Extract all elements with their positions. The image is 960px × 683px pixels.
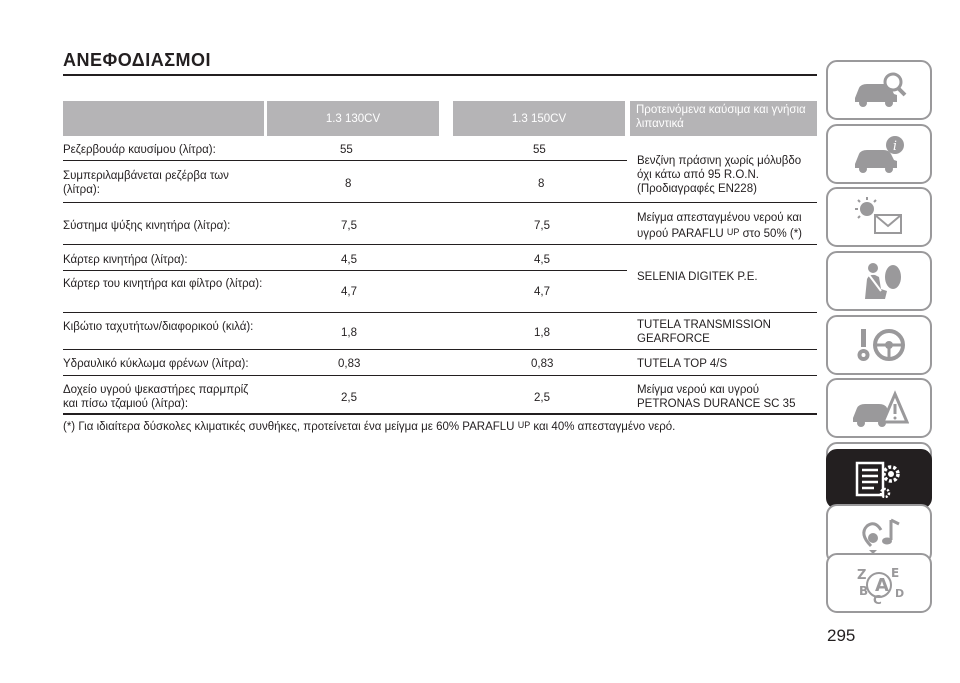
rec-washer: Μείγμα νερού και υγρού PETRONAS DURANCE …: [637, 384, 796, 410]
side-tab-starting-driving[interactable]: [826, 315, 932, 375]
row-value-130cv: 2,5: [341, 392, 357, 404]
car-warning-triangle-icon: [853, 390, 909, 427]
footnote-post: και 40% απεσταγμένο νερό.: [533, 421, 676, 433]
row-value-130cv: 0,83: [338, 358, 361, 370]
row-divider: [63, 270, 627, 271]
table-header-empty: [63, 101, 264, 136]
svg-text:C: C: [873, 593, 882, 605]
alphabetical-index-icon: Z E B A D C: [857, 566, 904, 605]
row-label-fuel-tank: Ρεζερβουάρ καυσίμου (λίτρα):: [63, 144, 216, 156]
side-tab-car-info[interactable]: i: [826, 124, 932, 184]
footnote-text: (*) Για ιδιαίτερα δύσκολες κλιματικές συ…: [63, 421, 515, 433]
svg-text:D: D: [895, 587, 904, 600]
page-number: 295: [827, 626, 856, 645]
car-search-icon: [855, 72, 907, 107]
row-divider: [63, 349, 817, 350]
table-bottom-rule: [63, 413, 817, 415]
row-label-reserve: Συμπεριλαμβάνεται ρεζέρβα των (λίτρα):: [63, 170, 229, 196]
row-label-gearbox: Κιβώτιο ταχυτήτων/διαφορικού (κιλά):: [63, 321, 254, 333]
row-value-130cv: 55: [340, 144, 353, 156]
row-value-130cv: 8: [345, 178, 352, 190]
row-value-130cv: 4,5: [341, 254, 357, 266]
row-label-oil-sump: Κάρτερ κινητήρα (λίτρα):: [63, 254, 188, 266]
multimedia-icon: [862, 518, 900, 554]
warning-light-envelope-icon: [855, 197, 902, 234]
row-divider: [63, 244, 817, 245]
row-divider: [63, 375, 817, 376]
rec-coolant: Μείγμα απεσταγμένου νερού και υγρού PARA…: [637, 210, 817, 242]
car-info-icon: i: [855, 136, 904, 173]
table-header-130cv: 1.3 130CV: [267, 101, 439, 136]
svg-text:B: B: [859, 584, 868, 598]
row-value-150cv: 4,7: [534, 286, 550, 298]
footnote: (*) Για ιδιαίτερα δύσκολες κλιματικές συ…: [63, 420, 675, 434]
svg-text:i: i: [893, 139, 897, 154]
rec-coolant-post: στο 50% (*): [742, 228, 802, 240]
row-label-washer: Δοχείο υγρού ψεκαστήρες παρμπρίζ και πίσ…: [63, 384, 249, 410]
side-tab-technical-data[interactable]: [826, 449, 932, 509]
row-value-130cv: 7,5: [341, 220, 357, 232]
svg-text:Z: Z: [857, 568, 866, 583]
specs-gear-icon: [855, 461, 900, 499]
side-tab-car-search[interactable]: [826, 60, 932, 120]
row-value-150cv: 0,83: [531, 358, 554, 370]
row-value-150cv: 4,5: [534, 254, 550, 266]
rec-engine-oil: SELENIA DIGITEK P.E.: [637, 271, 758, 283]
row-value-150cv: 2,5: [534, 392, 550, 404]
side-tab-warning-lights[interactable]: [826, 187, 932, 247]
row-label-brakes: Υδραυλικό κύκλωμα φρένων (λίτρα):: [63, 358, 249, 370]
row-value-150cv: 1,8: [534, 327, 550, 339]
side-tab-emergency[interactable]: [826, 378, 932, 438]
row-divider: [63, 160, 627, 161]
rec-gearbox: TUTELA TRANSMISSION GEARFORCE: [637, 319, 771, 345]
seat-belt-airbag-icon: [865, 263, 901, 299]
table-header-150cv: 1.3 150CV: [453, 101, 625, 136]
svg-text:A: A: [875, 575, 889, 596]
key-steering-wheel-icon: [857, 329, 905, 361]
row-value-150cv: 7,5: [534, 220, 550, 232]
row-label-oil-filter: Κάρτερ του κινητήρα και φίλτρο (λίτρα):: [63, 278, 263, 290]
rec-brake: TUTELA TOP 4/S: [637, 358, 728, 370]
row-divider: [63, 202, 817, 203]
page-title: ΑΝΕΦΟΔΙΑΣΜΟΙ: [63, 50, 212, 70]
rec-coolant-text: Μείγμα απεσταγμένου νερού και υγρού PARA…: [637, 212, 802, 240]
row-value-150cv: 55: [533, 144, 546, 156]
rec-fuel: Βενζίνη πράσινη χωρίς μόλυβδο όχι κάτω α…: [637, 155, 802, 195]
svg-text:E: E: [891, 566, 899, 580]
rec-coolant-sup: UP: [726, 227, 740, 237]
row-value-130cv: 1,8: [341, 327, 357, 339]
side-tab-index[interactable]: Z E B A D C: [826, 553, 932, 613]
title-rule: [63, 74, 817, 76]
row-divider: [63, 312, 817, 313]
side-tab-safety[interactable]: [826, 251, 932, 311]
row-label-cooling: Σύστημα ψύξης κινητήρα (λίτρα):: [63, 220, 231, 232]
footnote-sup: UP: [517, 420, 531, 430]
row-value-130cv: 4,7: [341, 286, 357, 298]
row-value-150cv: 8: [538, 178, 545, 190]
table-header-recommendations: Προτεινόμενα καύσιμα και γνήσια λιπαντικ…: [630, 101, 817, 136]
